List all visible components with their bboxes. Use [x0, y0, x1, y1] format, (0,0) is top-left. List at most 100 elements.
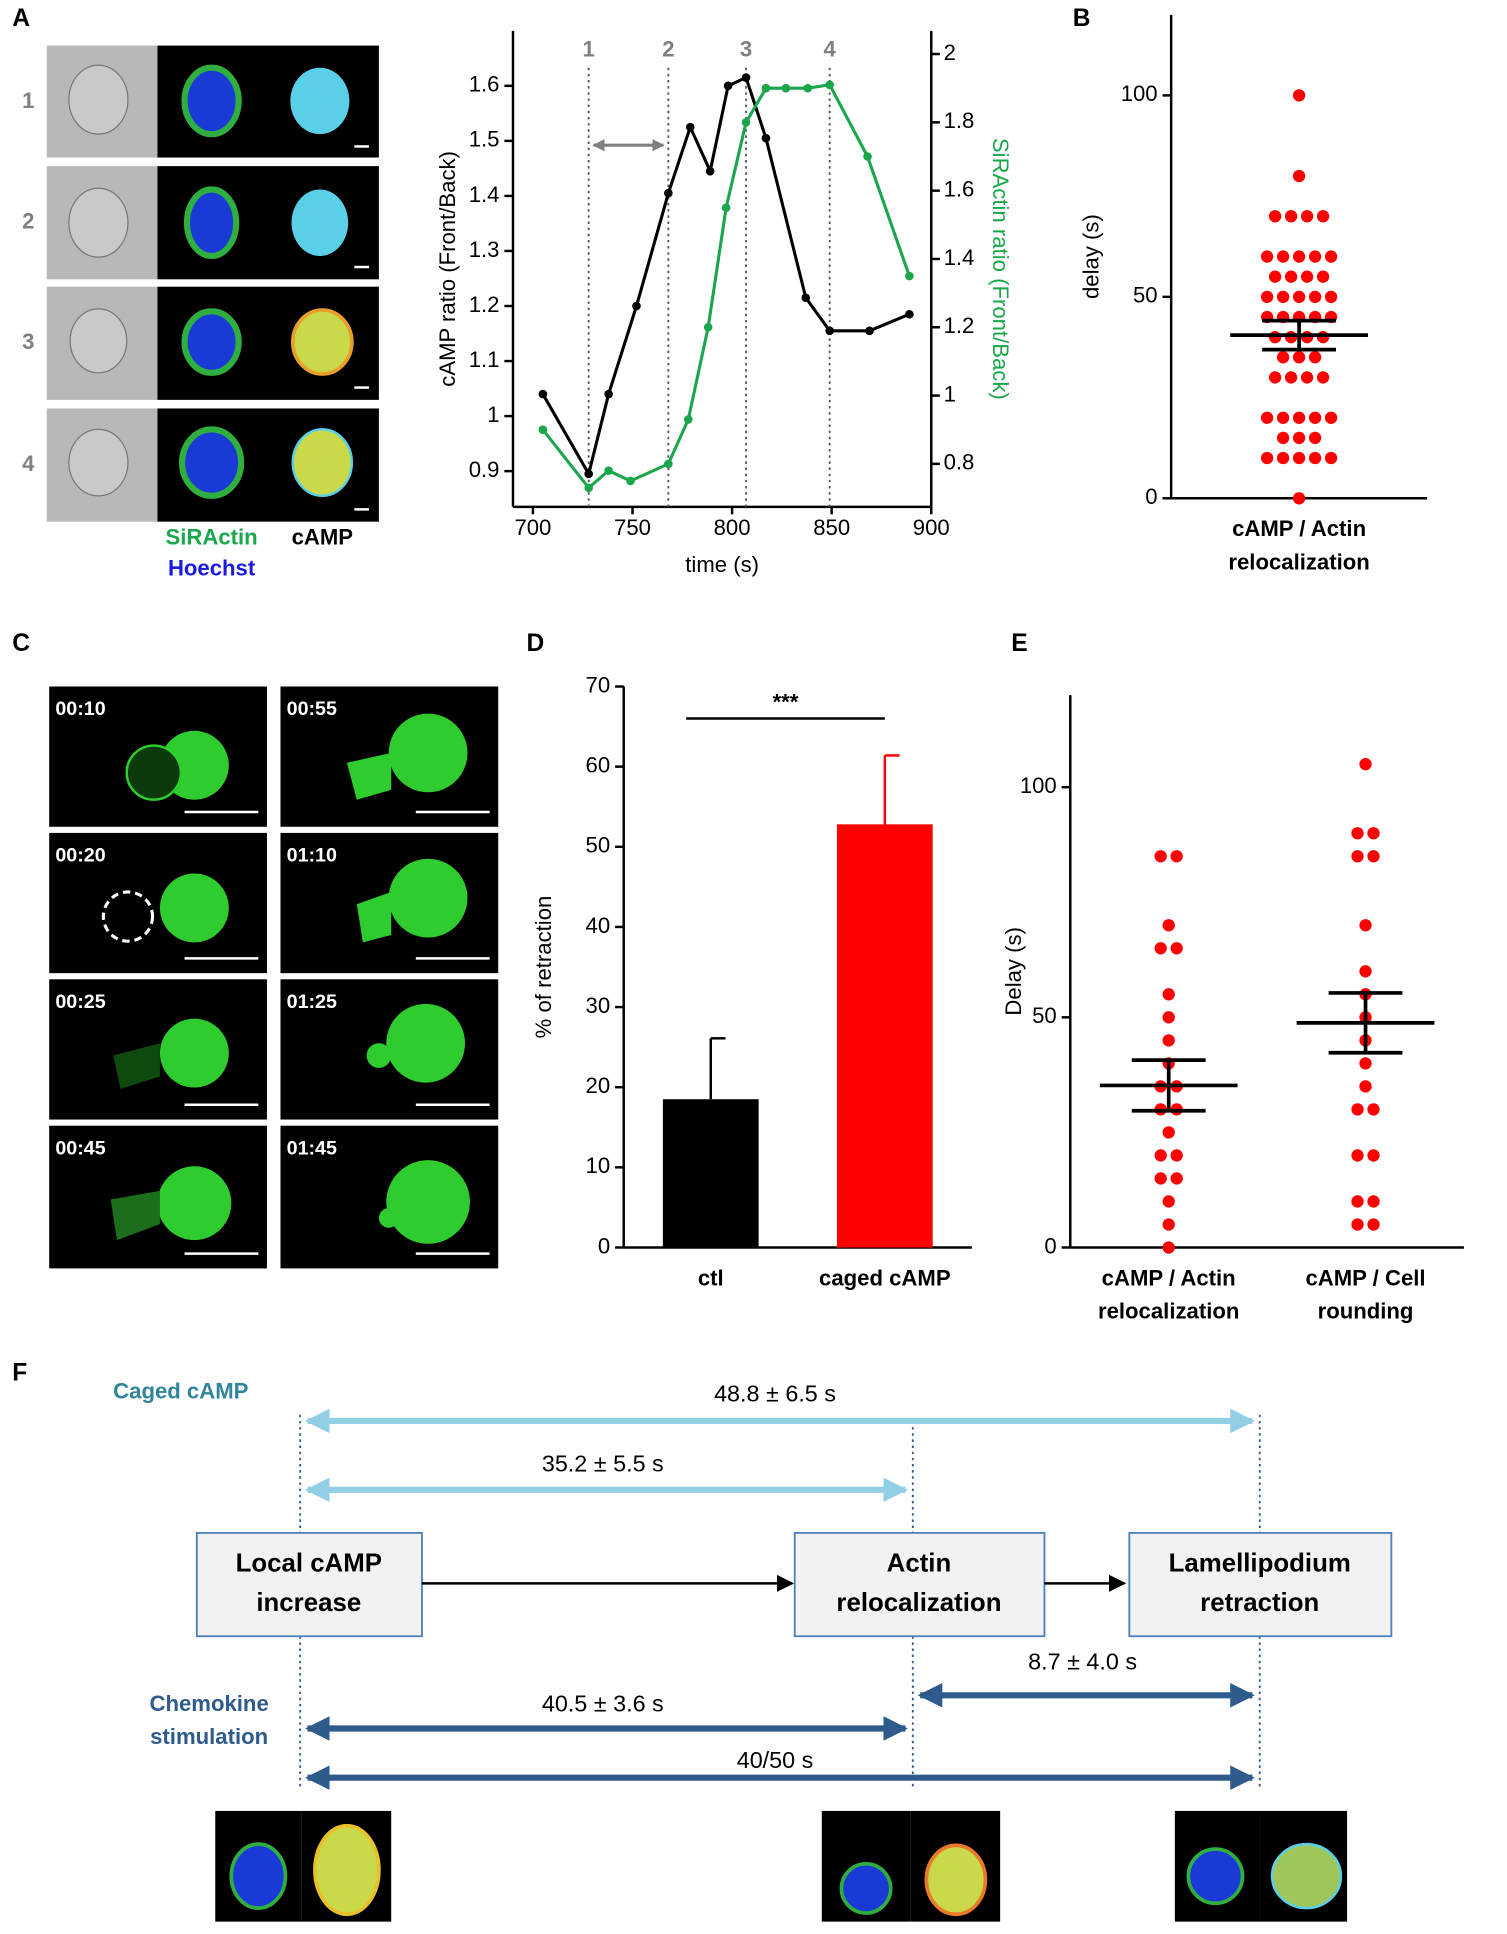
point: [905, 271, 914, 281]
point: [721, 203, 731, 213]
point: [584, 483, 593, 493]
dot: [1170, 1149, 1183, 1162]
y2-tick-label: 2: [944, 40, 956, 65]
dot: [1359, 919, 1372, 932]
dot: [1268, 210, 1282, 223]
dot: [1316, 270, 1330, 283]
category-label: cAMP / Actin: [1232, 516, 1366, 541]
y-tick-label: 1.2: [469, 292, 500, 317]
y2-tick-label: 1.2: [944, 313, 975, 338]
timestamp: 00:20: [55, 844, 105, 866]
category-label: cAMP / Actin: [1102, 1265, 1236, 1290]
box-label: increase: [256, 1589, 361, 1617]
y-tick-label: 0.9: [469, 457, 500, 482]
box-label: retraction: [1200, 1589, 1319, 1617]
dot: [1292, 351, 1306, 364]
point: [626, 476, 635, 486]
y-tick-label: 100: [1020, 773, 1057, 798]
dot: [1308, 290, 1322, 303]
y-tick-label: 40: [586, 913, 611, 938]
dot: [1351, 1149, 1364, 1162]
point: [825, 80, 834, 90]
timestamp: 01:10: [287, 844, 337, 866]
dot: [1324, 250, 1338, 263]
marker-label: 2: [662, 36, 674, 61]
point: [604, 466, 613, 476]
dot: [1351, 1195, 1364, 1208]
bar: [662, 1099, 759, 1248]
dot: [1367, 1218, 1380, 1231]
y-tick-label: 0: [1145, 484, 1157, 509]
dot: [1276, 290, 1290, 303]
point: [604, 389, 613, 399]
dot: [1359, 758, 1372, 771]
dot: [1292, 290, 1306, 303]
y-tick-label: 70: [586, 672, 611, 697]
category-label: relocalization: [1228, 549, 1369, 574]
timestamp: 00:55: [287, 698, 337, 720]
stain-label: Hoechst: [168, 555, 256, 580]
point: [703, 322, 713, 332]
dot: [1316, 210, 1330, 223]
interval-label: 35.2 ± 5.5 s: [542, 1450, 664, 1476]
dot: [1154, 1172, 1167, 1185]
y-axis-label: % of retraction: [531, 896, 556, 1039]
condition-label: Caged cAMP: [113, 1378, 248, 1403]
dot: [1359, 1080, 1372, 1093]
point: [825, 326, 834, 336]
dot: [1300, 210, 1314, 223]
dot: [1154, 850, 1167, 863]
point: [705, 166, 715, 176]
category-label: ctl: [698, 1265, 724, 1290]
dot: [1359, 965, 1372, 978]
y-tick-label: 1.5: [469, 127, 500, 152]
point: [761, 133, 771, 143]
row-label: 2: [22, 209, 34, 234]
dot: [1162, 1195, 1175, 1208]
y-tick-label: 1.4: [469, 182, 500, 207]
y-tick-label: 50: [1032, 1003, 1057, 1028]
timestamp: 01:45: [287, 1137, 337, 1159]
dot: [1268, 330, 1282, 344]
y2-axis-label: SiRActin ratio (Front/Back): [988, 138, 1013, 400]
dot: [1316, 330, 1330, 344]
dot: [1292, 89, 1306, 102]
x-tick-label: 750: [614, 515, 651, 540]
timelapse-grid: [49, 686, 499, 1269]
x-tick-label: 850: [813, 515, 850, 540]
dot: [1154, 1149, 1167, 1162]
dot: [1308, 431, 1322, 445]
y-axis-label: cAMP ratio (Front/Back): [435, 151, 460, 387]
stain-label: cAMP: [292, 525, 353, 550]
point: [905, 309, 914, 319]
box-label: Lamellipodium: [1169, 1550, 1351, 1578]
dot: [1308, 451, 1322, 465]
dot: [1292, 250, 1306, 263]
dot: [1260, 290, 1274, 303]
stain-label: SiRActin: [165, 525, 257, 550]
x-axis-label: time (s): [685, 552, 759, 577]
dot: [1308, 250, 1322, 263]
dot: [1292, 411, 1306, 424]
dot: [1276, 451, 1290, 465]
point: [865, 326, 874, 336]
y-tick-label: 10: [586, 1153, 611, 1178]
interval-label: 48.8 ± 6.5 s: [714, 1380, 836, 1406]
dot: [1292, 492, 1306, 505]
dot: [1162, 1241, 1175, 1254]
dot: [1324, 290, 1338, 303]
point: [741, 73, 751, 82]
point: [664, 188, 673, 198]
series-line: [541, 75, 910, 478]
dot: [1162, 988, 1175, 1001]
dot: [1284, 270, 1298, 283]
dot: [1316, 371, 1330, 384]
dot: [1276, 411, 1290, 424]
bar: [836, 824, 933, 1248]
dot: [1162, 1034, 1175, 1047]
point: [723, 81, 733, 91]
point: [741, 118, 751, 127]
point: [781, 83, 791, 93]
panel-label: F: [12, 1360, 27, 1387]
timeline-diagram: [195, 1408, 1393, 1922]
